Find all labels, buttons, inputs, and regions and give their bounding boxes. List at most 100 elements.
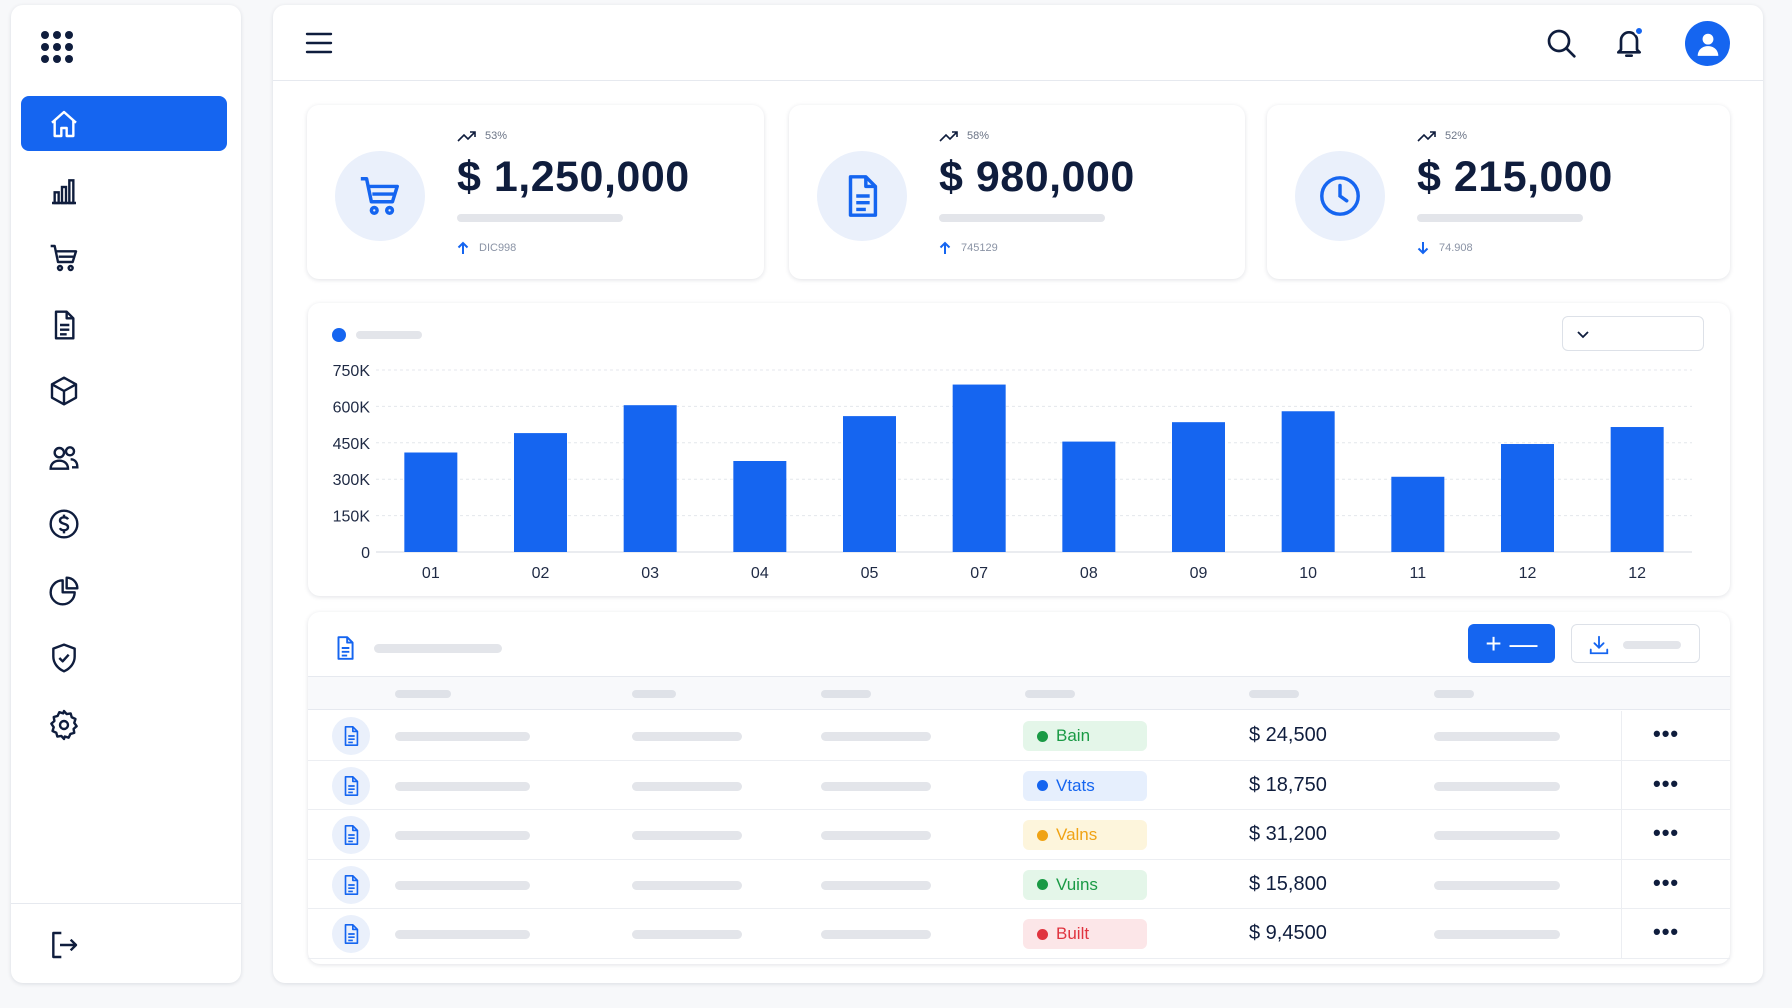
bar-chart: 750K 600K 450K 300K 150K 0 01 02 03 04 05 07 08 09 10 1…	[333, 363, 1692, 582]
search-icon[interactable]	[1545, 27, 1577, 59]
revenue-chart-card: 750K 600K 450K 300K 150K 0 01 02 03 04 05 07 08 09 10 1…	[308, 303, 1730, 596]
cell-placeholder	[821, 831, 931, 840]
column-divider	[1621, 760, 1622, 810]
hamburger-icon[interactable]	[305, 32, 333, 54]
status-dot	[1037, 730, 1048, 742]
dollar-icon	[49, 508, 79, 539]
x-tick-label: 07	[970, 565, 988, 582]
export-label-placeholder	[1623, 641, 1681, 649]
kpi-value: $ 215,000	[1417, 153, 1613, 201]
cell-placeholder	[821, 781, 931, 791]
table-row[interactable]: Valns $ 31,200 •••	[308, 810, 1730, 860]
arrow-down-icon	[1417, 242, 1429, 255]
kpi-value: $ 1,250,000	[457, 153, 690, 201]
sidebar-item-finance[interactable]	[21, 496, 227, 551]
kpi-card-pending[interactable]: 52% $ 215,000 74.908	[1267, 105, 1730, 279]
bar	[623, 405, 677, 552]
table-row[interactable]: Vtats $ 18,750 •••	[308, 760, 1730, 810]
bell-icon[interactable]	[1613, 27, 1645, 59]
kpi-subtext: 745129	[939, 241, 998, 255]
status-badge: Bain	[1023, 721, 1147, 751]
apps-grid-icon[interactable]	[41, 31, 73, 63]
amount-cell: $ 18,750	[1249, 773, 1327, 796]
x-tick-label: 03	[641, 565, 659, 582]
amount-cell: $ 24,500	[1249, 724, 1327, 746]
status-label: Built	[1056, 924, 1090, 943]
cell-placeholder	[1434, 732, 1560, 741]
cell-placeholder	[1434, 930, 1560, 939]
column-divider	[1621, 810, 1622, 860]
document-icon	[344, 726, 359, 746]
status-label: Vuins	[1056, 874, 1098, 894]
cell-placeholder	[1434, 781, 1560, 791]
bar	[1062, 441, 1116, 552]
table-row[interactable]: Built $ 9,4500 •••	[308, 909, 1730, 959]
add-button[interactable]: + —	[1468, 624, 1555, 663]
status-badge: Built	[1023, 919, 1147, 949]
status-badge: Vuins	[1023, 869, 1147, 900]
bar	[1281, 411, 1335, 552]
cell-placeholder	[395, 930, 530, 939]
sidebar-item-settings[interactable]	[21, 697, 227, 752]
avatar[interactable]	[1685, 21, 1730, 66]
sidebar-item-documents[interactable]	[21, 297, 227, 352]
cell-placeholder	[632, 781, 742, 791]
sidebar-item-orders[interactable]	[21, 230, 227, 285]
bar	[1172, 422, 1225, 552]
kpi-card-invoices[interactable]: 58% $ 980,000 745129	[789, 105, 1245, 279]
status-dot	[1037, 780, 1048, 791]
logout-button[interactable]	[21, 917, 227, 972]
trend-up-icon	[457, 131, 476, 142]
trend-up-icon	[939, 131, 958, 142]
document-icon	[848, 175, 878, 217]
cell-placeholder	[821, 880, 931, 890]
x-tick-label: 11	[1410, 565, 1427, 582]
legend-label-placeholder	[356, 331, 422, 339]
kpi-sub-value: 745129	[961, 242, 998, 254]
kpi-trend: 52%	[1417, 129, 1467, 143]
users-icon	[49, 445, 79, 470]
kpi-subtext: 74.908	[1417, 241, 1473, 255]
column-header[interactable]	[1434, 690, 1474, 698]
sidebar-item-analytics[interactable]	[21, 163, 227, 218]
column-header[interactable]	[821, 690, 871, 698]
kpi-trend: 58%	[939, 129, 989, 143]
more-options-button[interactable]: •••	[1653, 919, 1680, 944]
sidebar-item-products[interactable]	[21, 363, 227, 418]
table-row[interactable]: Vuins $ 15,800 •••	[308, 859, 1730, 909]
document-icon	[54, 309, 75, 340]
sidebar-item-reports[interactable]	[21, 563, 227, 618]
column-header[interactable]	[395, 690, 451, 698]
cell-placeholder	[632, 732, 742, 741]
sidebar-item-security[interactable]	[21, 630, 227, 685]
chart-period-select[interactable]	[1562, 316, 1704, 351]
box-icon	[50, 375, 78, 406]
transactions-table-card: + — Bain $ 24,500 ••• Vtats $ 18,750 ••• Valns…	[308, 612, 1730, 964]
column-divider	[1621, 859, 1622, 909]
cell-placeholder	[821, 732, 931, 741]
bar	[1391, 476, 1445, 552]
more-options-button[interactable]: •••	[1653, 770, 1680, 796]
column-header[interactable]	[632, 690, 676, 698]
x-tick-label: 10	[1299, 565, 1317, 582]
sidebar	[11, 5, 241, 983]
column-header[interactable]	[1025, 690, 1075, 698]
cart-icon	[360, 177, 399, 215]
logout-icon	[52, 931, 78, 958]
column-header[interactable]	[1249, 690, 1299, 698]
sidebar-item-home[interactable]	[21, 96, 227, 151]
row-file-icon	[332, 865, 370, 904]
kpi-trend-value: 58%	[967, 130, 990, 142]
export-button[interactable]	[1571, 624, 1700, 663]
more-options-button[interactable]: •••	[1653, 869, 1680, 895]
sidebar-divider	[11, 903, 241, 904]
bar	[514, 433, 567, 552]
cell-placeholder	[632, 831, 742, 840]
sidebar-item-customers[interactable]	[21, 430, 227, 485]
more-options-button[interactable]: •••	[1653, 820, 1680, 845]
more-options-button[interactable]: •••	[1653, 721, 1680, 746]
x-tick-label: 04	[751, 565, 769, 582]
kpi-card-orders[interactable]: 53% $ 1,250,000 DIC998	[307, 105, 764, 279]
main-panel: 53% $ 1,250,000 DIC998 58% $ 980,000 745…	[273, 5, 1763, 983]
table-row[interactable]: Bain $ 24,500 •••	[308, 711, 1730, 761]
